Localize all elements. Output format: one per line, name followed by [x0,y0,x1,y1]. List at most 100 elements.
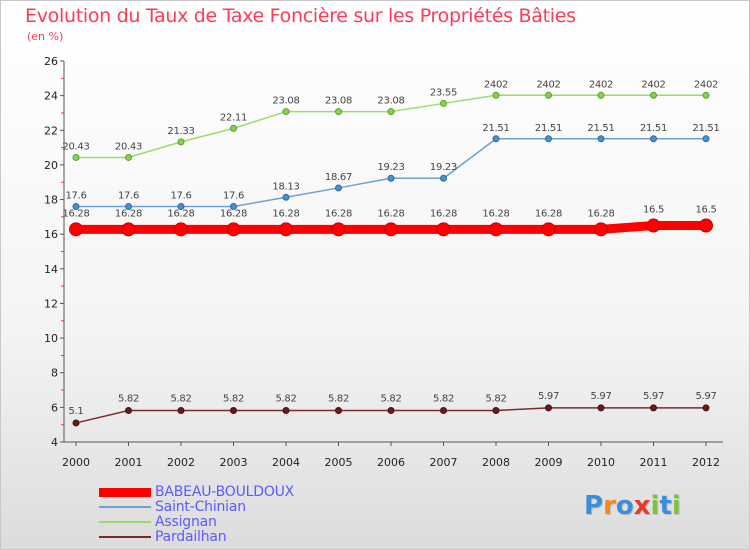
data-point [282,406,290,414]
data-point [492,91,500,99]
legend-swatch [99,521,151,523]
x-tick-label: 2008 [482,456,510,469]
data-label: 2402 [589,79,613,90]
data-label: 2402 [536,79,560,90]
logo-letter: x [633,491,651,521]
data-label: 21.33 [167,126,194,137]
data-point [597,91,605,99]
logo-letter: r [603,491,616,521]
series-pardailhan [72,404,710,427]
data-point [702,91,710,99]
data-label: 16.28 [167,208,194,219]
y-tick-label: 16 [44,228,58,241]
x-tick-label: 2012 [692,456,720,469]
data-point [331,222,346,237]
data-point [72,153,80,161]
data-label: 21.51 [482,123,509,134]
y-tick-label: 20 [44,159,58,172]
data-point [121,222,136,237]
data-label: 5.97 [590,391,611,402]
data-point [650,91,657,99]
data-point [702,404,710,412]
data-point [436,222,451,237]
data-label: 16.28 [220,208,247,219]
data-point [177,138,185,146]
data-point [125,202,132,210]
data-point [230,124,237,132]
y-tick-label: 6 [51,401,58,414]
x-tick-label: 2002 [167,456,195,469]
data-label: 16.28 [430,208,457,219]
data-label: 19.23 [377,162,404,173]
data-point [226,222,241,237]
x-tick-label: 2001 [115,456,143,469]
y-tick-label: 10 [44,332,58,345]
data-point [440,174,447,182]
data-label: 20.43 [62,141,89,152]
data-label: 16.28 [325,208,352,219]
data-label: 17.6 [65,190,86,201]
data-label: 21.51 [640,123,667,134]
data-label: 5.82 [328,393,349,404]
logo-letter: P [584,491,604,521]
data-label: 5.97 [695,391,716,402]
data-label: 18.13 [272,181,299,192]
data-label: 16.5 [643,205,664,216]
data-label: 21.51 [587,123,614,134]
x-tick-label: 2005 [325,456,353,469]
data-label: 5.82 [223,393,244,404]
data-point [650,135,657,143]
y-unit-label: (en %) [27,30,64,43]
data-point [545,91,552,99]
data-label: 2402 [694,79,718,90]
data-label: 5.82 [380,393,401,404]
data-point [545,135,552,143]
axes: 4 6 8 10 12 14 16 18 20 22 24 26 2000 2001 2002 2003 200… [44,55,723,469]
series-saint-chinian [72,135,710,210]
data-point [72,202,80,210]
data-point [335,108,342,116]
data-label: 16.28 [482,208,509,219]
legend-label: BABEAU-BOULDOUX [155,484,295,500]
data-point [699,218,713,233]
data-label: 23.08 [272,96,299,107]
series-assignan [72,91,710,161]
x-tick-label: 2004 [272,456,300,469]
data-point [72,419,80,427]
data-point [541,222,556,237]
data-label: 22.11 [220,112,247,123]
series-babeau-bouldoux [69,218,713,237]
data-label: 5.82 [485,393,506,404]
data-label: 16.28 [587,208,614,219]
x-tick-label: 2011 [640,456,668,469]
data-label: 5.82 [433,393,454,404]
data-label: 2402 [484,79,508,90]
data-label: 5.82 [118,393,139,404]
logo-letter: t [659,491,672,521]
y-tick-label: 18 [44,194,58,207]
legend-label: Assignan [155,514,217,530]
data-label: 21.51 [535,123,562,134]
legend-swatch [99,536,151,538]
legend-label: Saint-Chinian [155,499,246,515]
y-tick-label: 8 [51,367,58,380]
x-tick-label: 2006 [377,456,405,469]
data-point [650,404,657,412]
data-point [646,218,661,233]
x-tick-label: 2010 [587,456,615,469]
data-point [387,108,395,116]
data-label: 18.67 [325,172,352,183]
y-tick-label: 24 [44,90,58,103]
legend-label: Pardailhan [155,529,227,545]
logo-letter: o [615,491,634,521]
data-point [492,406,500,414]
data-point [177,202,185,210]
data-point [702,135,710,143]
legend-swatch [99,506,151,508]
data-label: 17.6 [170,190,191,201]
y-tick-label: 26 [44,55,58,68]
data-label: 16.28 [62,208,89,219]
data-label: 16.5 [695,205,716,216]
